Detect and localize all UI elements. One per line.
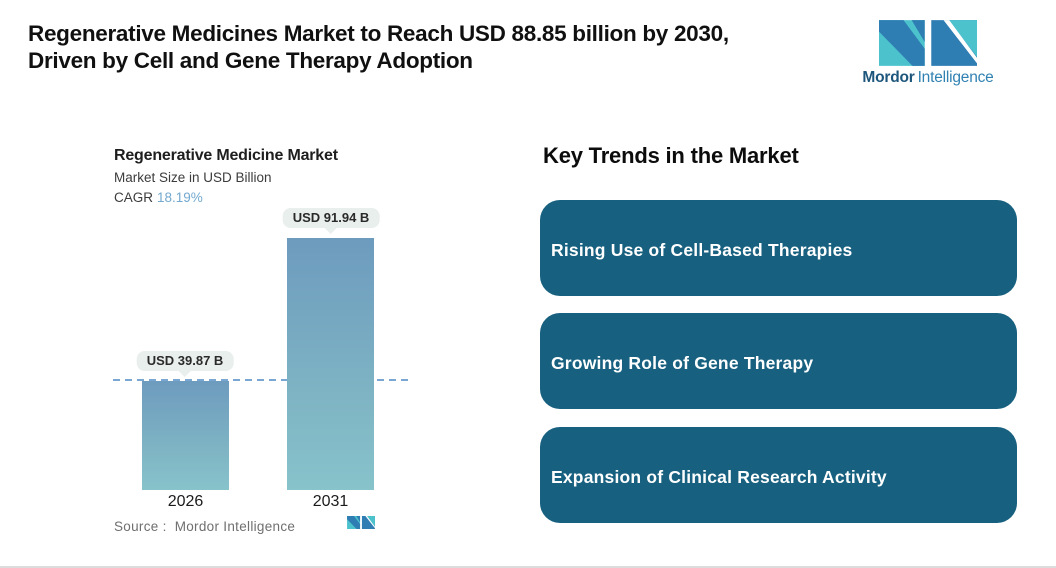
- chart-title: Regenerative Medicine Market: [114, 147, 338, 164]
- chart-cagr: CAGR 18.19%: [114, 190, 203, 205]
- cagr-label: CAGR: [114, 190, 154, 205]
- wordmark-regular: Intelligence: [917, 69, 994, 86]
- page-title-line2: Driven by Cell and Gene Therapy Adoption: [28, 48, 473, 73]
- source-value: Mordor Intelligence: [174, 519, 296, 534]
- page-title-line1: Regenerative Medicines Market to Reach U…: [28, 21, 729, 46]
- value-label-2031: USD 91.94 B: [282, 208, 380, 228]
- trend-card-label: Growing Role of Gene Therapy: [551, 353, 814, 373]
- x-axis-label-2031: 2031: [312, 493, 349, 510]
- bar-chart: USD 39.87 B USD 91.94 B 2026 2031: [113, 208, 410, 510]
- mordor-logo-mini-icon: [347, 516, 375, 529]
- trends-heading: Key Trends in the Market: [543, 143, 799, 168]
- trend-card-gene-therapy: Growing Role of Gene Therapy: [540, 313, 1017, 409]
- cagr-value: 18.19%: [157, 190, 203, 205]
- trend-card-cell-based-therapies: Rising Use of Cell-Based Therapies: [540, 200, 1017, 296]
- trend-card-clinical-research: Expansion of Clinical Research Activity: [540, 427, 1017, 523]
- source-attribution: Source : Mordor Intelligence: [114, 519, 295, 534]
- source-label: Source :: [114, 519, 167, 534]
- mordor-logo: Mordor Intelligence: [858, 20, 998, 87]
- mordor-logo-mark-icon: [879, 20, 977, 66]
- chart-subtitle: Market Size in USD Billion: [114, 170, 272, 185]
- value-label-2026: USD 39.87 B: [136, 351, 234, 371]
- bar-2031: [287, 238, 374, 490]
- x-axis-label-2026: 2026: [167, 493, 204, 510]
- reference-dashed-line: [113, 379, 410, 381]
- trend-card-label: Expansion of Clinical Research Activity: [551, 467, 887, 487]
- bottom-divider: [0, 566, 1056, 568]
- page-title: Regenerative Medicines Market to Reach U…: [28, 20, 848, 74]
- bar-2026: [142, 381, 229, 490]
- wordmark-bold: Mordor: [862, 69, 915, 86]
- trend-card-label: Rising Use of Cell-Based Therapies: [551, 240, 853, 260]
- mordor-wordmark: Mordor Intelligence: [858, 69, 998, 87]
